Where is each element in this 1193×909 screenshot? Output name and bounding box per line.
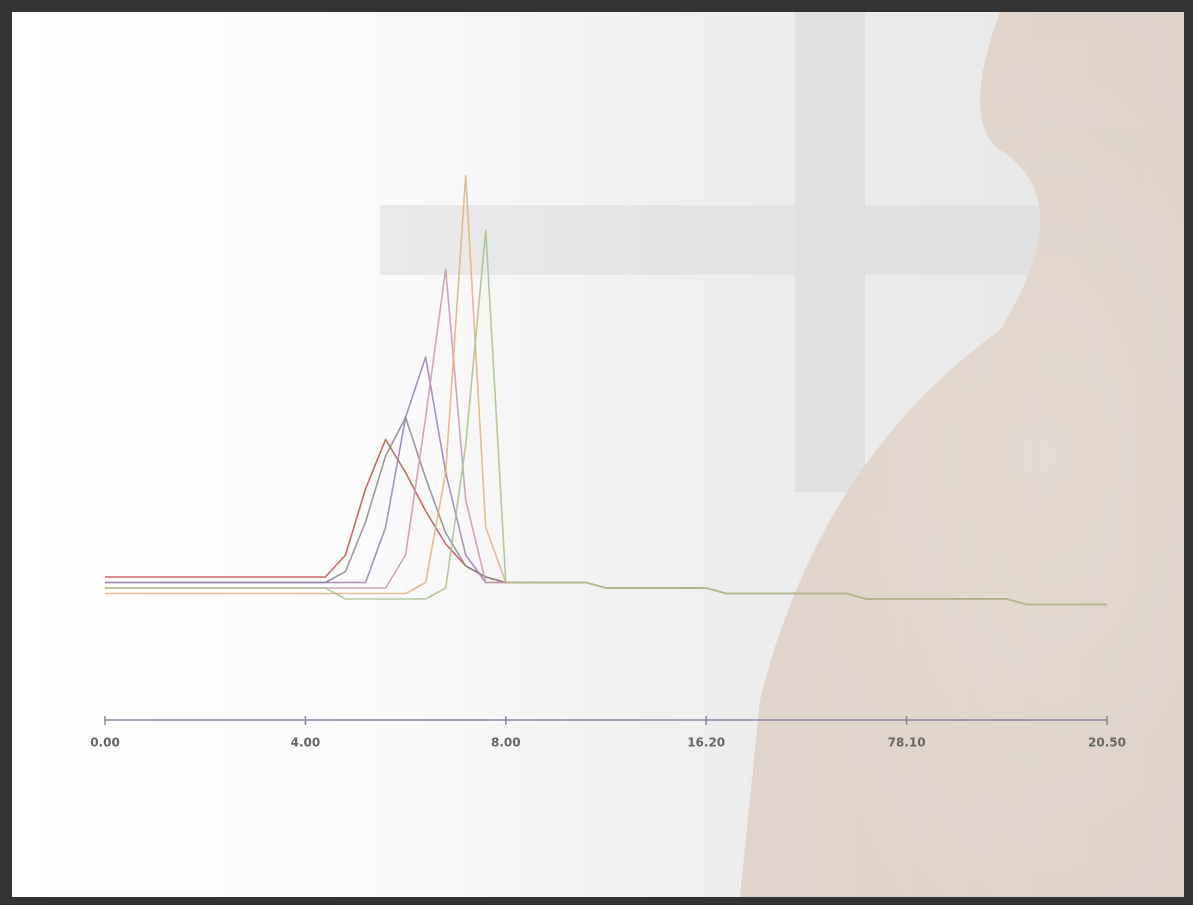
x-tick-label: 0.00 [90,736,120,750]
photo [380,12,1184,897]
x-tick-label: 16.20 [687,736,725,750]
x-tick-label: 20.50 [1088,736,1126,750]
x-tick-label: 8.00 [491,736,521,750]
series-line [105,229,1107,606]
x-tick-label: 4.00 [291,736,321,750]
x-tick-label: 78.10 [888,736,926,750]
